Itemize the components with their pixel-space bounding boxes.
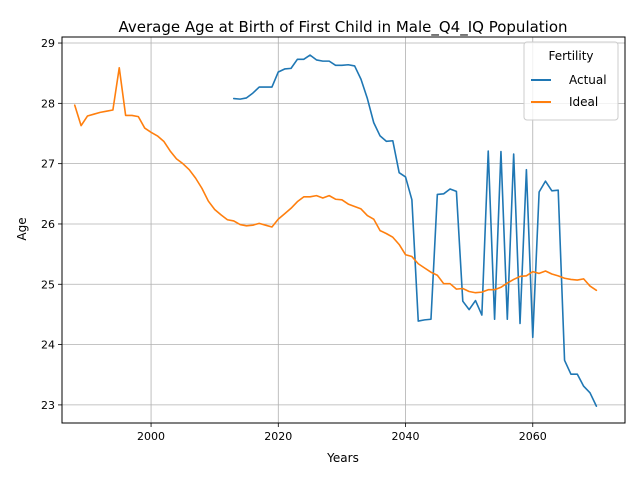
legend: Fertility Actual Ideal (523, 41, 619, 121)
series-lines (73, 54, 598, 407)
series-line-ideal (73, 66, 598, 294)
y-tick-label: 27 (41, 158, 55, 171)
plot-frame (61, 36, 626, 424)
y-tick-label: 26 (41, 218, 55, 231)
x-tick-label: 2040 (392, 430, 420, 443)
legend-label-actual: Actual (569, 73, 607, 87)
legend-box (523, 41, 619, 121)
chart-title: Average Age at Birth of First Child in M… (118, 18, 567, 37)
x-tick-label: 2000 (137, 430, 165, 443)
y-axis-ticks: 23 24 25 26 27 28 29 (41, 37, 62, 412)
y-tick-label: 23 (41, 399, 55, 412)
y-axis-label: Age (15, 217, 29, 240)
y-tick-label: 28 (41, 97, 55, 110)
legend-title: Fertility (548, 49, 593, 63)
legend-label-ideal: Ideal (569, 95, 598, 109)
x-axis-ticks: 2000 2020 2040 2060 (137, 423, 547, 443)
x-tick-label: 2020 (264, 430, 292, 443)
y-tick-label: 29 (41, 37, 55, 50)
x-axis-label: Years (326, 451, 359, 465)
x-tick-label: 2060 (519, 430, 547, 443)
y-tick-label: 25 (41, 278, 55, 291)
y-tick-label: 24 (41, 339, 55, 352)
